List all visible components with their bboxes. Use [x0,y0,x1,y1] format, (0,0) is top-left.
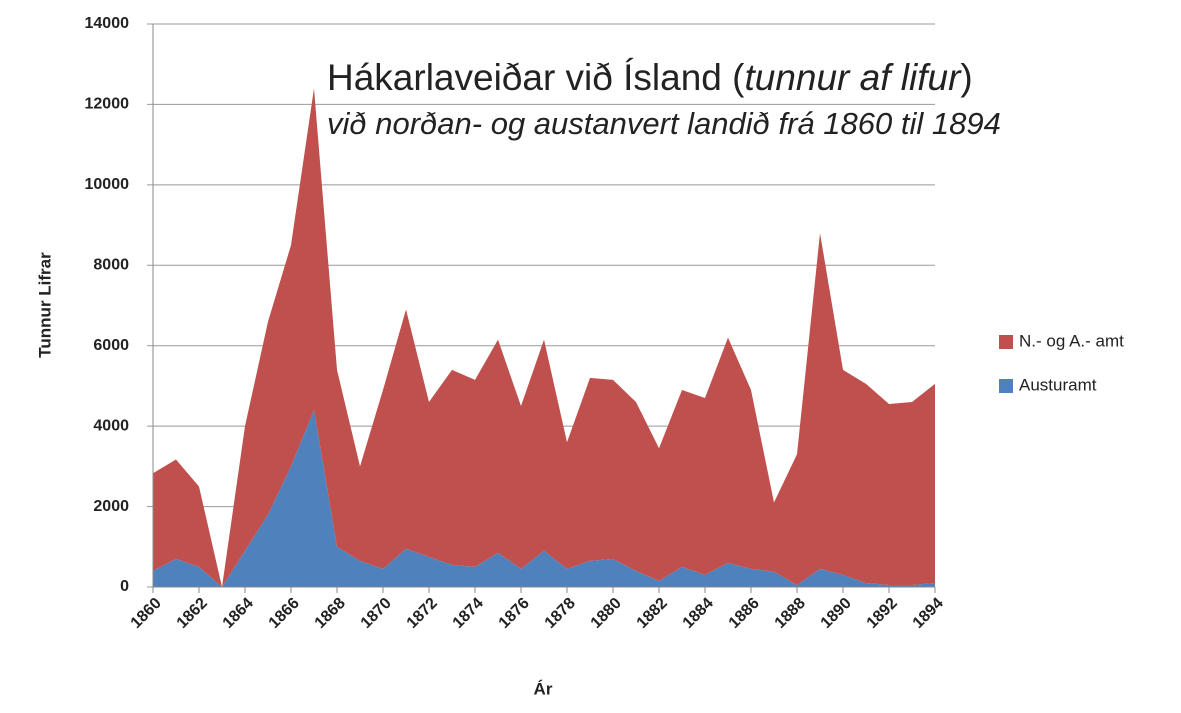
x-tick-label: 1890 [818,595,855,632]
area [153,410,935,587]
y-tick-label: 2000 [93,498,129,515]
x-tick-label: 1866 [266,595,303,632]
x-tick-label: 1862 [174,595,211,632]
legend-label: Austuramt [1019,375,1097,394]
y-tick-label: 14000 [85,15,130,32]
y-axis-label: Tunnur Lifrar [35,252,54,358]
legend-swatch [999,379,1013,393]
title-part: ) [960,57,972,98]
chart-title: Hákarlaveiðar við Ísland (tunnur af lifu… [327,57,973,98]
legend-swatch [999,335,1013,349]
x-tick-label: 1876 [496,595,533,632]
x-tick-label: 1870 [358,595,395,632]
x-tick-label: 1878 [542,595,579,632]
x-tick-label: 1868 [312,595,349,632]
y-tick-label: 10000 [85,176,130,193]
title-part: tunnur af lifur [744,57,962,98]
x-tick-label: 1892 [864,595,901,632]
y-tick-label: 0 [120,578,129,595]
x-tick-label: 1882 [634,595,671,632]
x-axis-label: Ár [534,679,553,698]
area [153,88,935,587]
y-tick-label: 4000 [93,417,129,434]
x-tick-label: 1886 [726,595,763,632]
x-tick-label: 1894 [910,595,947,632]
x-tick-label: 1864 [220,595,257,632]
x-tick-label: 1872 [404,595,441,632]
y-tick-label: 6000 [93,337,129,354]
legend-label: N.- og A.- amt [1019,331,1124,350]
x-tick-label: 1860 [128,595,165,632]
x-tick-label: 1880 [588,595,625,632]
title-part: Hákarlaveiðar við Ísland ( [327,57,745,98]
y-tick-label: 8000 [93,257,129,274]
x-tick-label: 1874 [450,595,487,632]
chart-subtitle: við norðan- og austanvert landið frá 186… [327,106,1001,141]
x-tick-label: 1884 [680,595,717,632]
x-tick-label: 1888 [772,595,809,632]
y-tick-label: 12000 [85,96,130,113]
